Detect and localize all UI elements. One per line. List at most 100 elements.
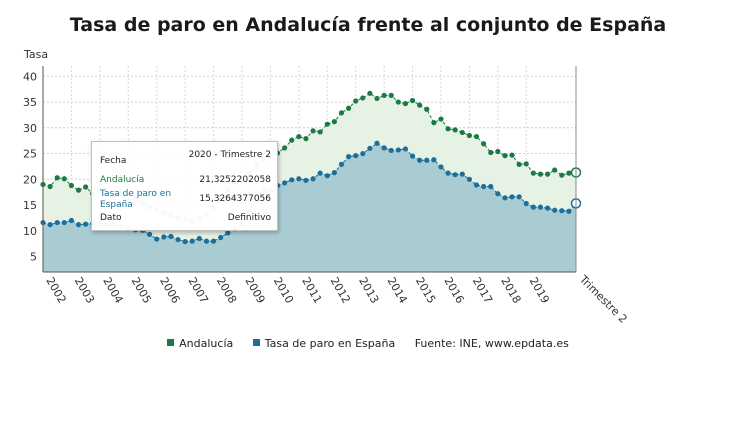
point-espana	[189, 238, 195, 244]
x-tick-label: 2007	[186, 275, 211, 306]
point-andalucia	[544, 171, 551, 177]
point-espana	[61, 219, 67, 226]
x-tick-label: 2017	[470, 275, 495, 306]
x-tick-label: 2019	[527, 275, 552, 306]
point-andalucia	[54, 175, 60, 181]
point-espana	[296, 176, 302, 182]
x-tick-label: 2012	[328, 275, 353, 306]
legend-item-espana[interactable]: Tasa de paro en España	[252, 337, 396, 350]
point-espana	[466, 176, 472, 182]
point-espana	[331, 170, 337, 176]
x-tick-label: 2008	[214, 275, 239, 306]
y-tick-label: 25	[23, 148, 37, 161]
legend-label-espana: Tasa de paro en España	[264, 337, 396, 350]
x-tick-label: 2002	[43, 275, 68, 306]
point-andalucia	[488, 149, 494, 156]
tooltip-row-fecha: Fecha 2020 - Trimestre 2	[100, 150, 271, 174]
point-andalucia	[317, 129, 323, 135]
point-espana	[345, 154, 352, 160]
legend-item-andalucia[interactable]: Andalucía	[167, 337, 233, 350]
y-tick-label: 35	[23, 96, 37, 109]
tooltip-row-dato: Dato Definitivo	[100, 213, 271, 225]
point-espana	[175, 236, 181, 243]
tooltip-fecha-label: Fecha	[100, 156, 127, 166]
tooltip-row-andalucia: Andalucía 21,3252202058	[100, 175, 271, 187]
point-andalucia	[516, 161, 522, 167]
point-espana	[182, 239, 188, 245]
point-espana	[154, 236, 160, 242]
point-andalucia	[395, 99, 401, 105]
point-espana	[417, 157, 423, 163]
x-tick-label: 2004	[100, 275, 125, 306]
point-andalucia	[438, 116, 444, 122]
point-espana	[502, 195, 508, 201]
point-espana	[438, 164, 444, 170]
point-espana	[559, 208, 565, 214]
point-andalucia	[374, 95, 380, 102]
point-espana	[481, 183, 487, 190]
point-andalucia	[324, 121, 330, 127]
point-andalucia	[452, 127, 458, 133]
point-espana	[445, 170, 451, 176]
point-espana	[452, 172, 458, 178]
y-axis-title: Tasa	[23, 48, 48, 61]
x-tick-label: 2018	[498, 275, 523, 306]
point-andalucia	[552, 167, 558, 173]
point-andalucia	[537, 171, 544, 177]
point-andalucia	[559, 172, 565, 178]
point-espana	[495, 191, 501, 197]
point-espana	[488, 183, 494, 190]
point-andalucia	[431, 120, 437, 126]
chart-title: Tasa de paro en Andalucía frente al conj…	[69, 14, 667, 36]
point-espana	[530, 204, 536, 210]
point-andalucia	[402, 100, 409, 107]
point-espana	[523, 200, 529, 207]
point-andalucia	[566, 170, 572, 176]
x-tick-label: Trimestre 2	[576, 272, 630, 326]
point-espana	[516, 194, 522, 200]
point-andalucia	[417, 102, 423, 108]
legend-swatch-espana	[252, 339, 260, 346]
point-espana	[402, 146, 409, 152]
point-espana	[218, 234, 224, 241]
x-tick-label: 2011	[299, 275, 324, 306]
x-tick-label: 2009	[242, 275, 267, 306]
point-andalucia	[473, 133, 480, 140]
point-andalucia	[360, 95, 366, 101]
point-andalucia	[502, 153, 508, 159]
point-andalucia	[310, 128, 316, 134]
x-tick-label: 2005	[129, 275, 154, 306]
point-espana	[353, 153, 359, 159]
point-espana	[225, 230, 231, 236]
x-tick-label: 2006	[157, 275, 182, 306]
point-andalucia	[388, 92, 394, 98]
point-andalucia	[445, 126, 451, 132]
point-espana	[395, 147, 401, 153]
point-andalucia	[83, 184, 89, 190]
x-tick-label: 2015	[413, 275, 438, 306]
point-espana	[324, 173, 330, 179]
data-tooltip: Fecha 2020 - Trimestre 2 Andalucía 21,32…	[91, 141, 278, 231]
x-tick-label: 2016	[441, 275, 466, 306]
x-tick-label: 2013	[356, 275, 381, 306]
point-espana	[424, 157, 430, 163]
point-espana	[147, 231, 153, 238]
point-espana	[537, 204, 544, 210]
point-espana	[289, 177, 295, 183]
point-espana	[196, 235, 202, 242]
point-espana	[459, 171, 465, 177]
point-andalucia	[303, 136, 309, 142]
tooltip-row-espana: Tasa de paro en España 15,3264377056	[100, 189, 271, 211]
point-andalucia	[459, 129, 465, 136]
point-andalucia	[289, 137, 295, 143]
point-espana	[317, 170, 323, 176]
y-tick-label: 15	[23, 199, 37, 212]
point-andalucia	[367, 90, 373, 96]
tooltip-dato-value: Definitivo	[227, 213, 271, 223]
point-espana	[409, 153, 416, 159]
point-andalucia	[424, 106, 430, 112]
point-espana	[203, 238, 210, 244]
x-tick-label: 2003	[72, 275, 97, 306]
point-espana	[338, 161, 345, 167]
